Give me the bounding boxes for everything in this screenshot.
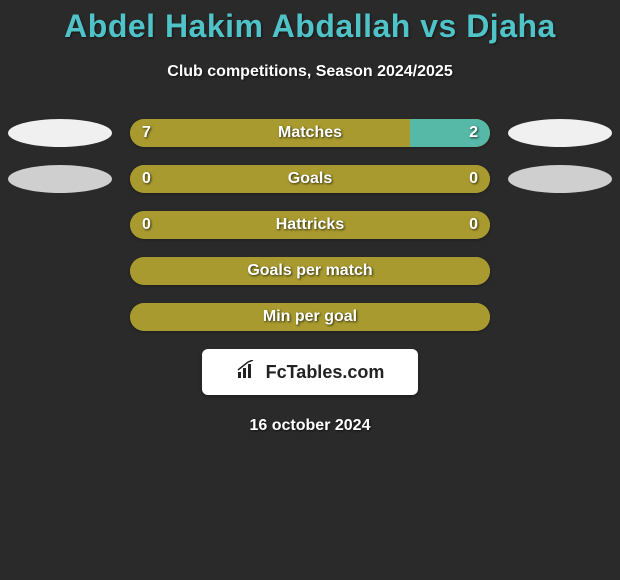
spacer <box>8 257 112 285</box>
bar-label: Hattricks <box>130 211 490 239</box>
stat-bar: Goals per match <box>130 257 490 285</box>
spacer <box>8 211 112 239</box>
stat-bar: Min per goal <box>130 303 490 331</box>
spacer <box>8 303 112 331</box>
stat-bar: 72Matches <box>130 119 490 147</box>
player-left-marker <box>8 165 112 193</box>
stat-row: Goals per match <box>8 257 612 285</box>
stat-bar: 00Hattricks <box>130 211 490 239</box>
logo-box: FcTables.com <box>202 349 418 395</box>
bar-label: Goals <box>130 165 490 193</box>
logo-chart-icon <box>236 360 260 385</box>
logo-text: FcTables.com <box>266 362 385 383</box>
player-right-marker <box>508 119 612 147</box>
comparison-chart: 72Matches 00Goals 00Hattricks Goals per mat… <box>0 119 620 331</box>
stat-bar: 00Goals <box>130 165 490 193</box>
stat-row: 00Hattricks <box>8 211 612 239</box>
stat-row: Min per goal <box>8 303 612 331</box>
spacer <box>508 303 612 331</box>
spacer <box>508 211 612 239</box>
subtitle: Club competitions, Season 2024/2025 <box>0 63 620 81</box>
bar-label: Goals per match <box>130 257 490 285</box>
stat-row: 00Goals <box>8 165 612 193</box>
bar-label: Min per goal <box>130 303 490 331</box>
player-right-marker <box>508 165 612 193</box>
page-title: Abdel Hakim Abdallah vs Djaha <box>0 0 620 45</box>
player-left-marker <box>8 119 112 147</box>
stat-row: 72Matches <box>8 119 612 147</box>
bar-label: Matches <box>130 119 490 147</box>
date-text: 16 october 2024 <box>0 417 620 435</box>
spacer <box>508 257 612 285</box>
